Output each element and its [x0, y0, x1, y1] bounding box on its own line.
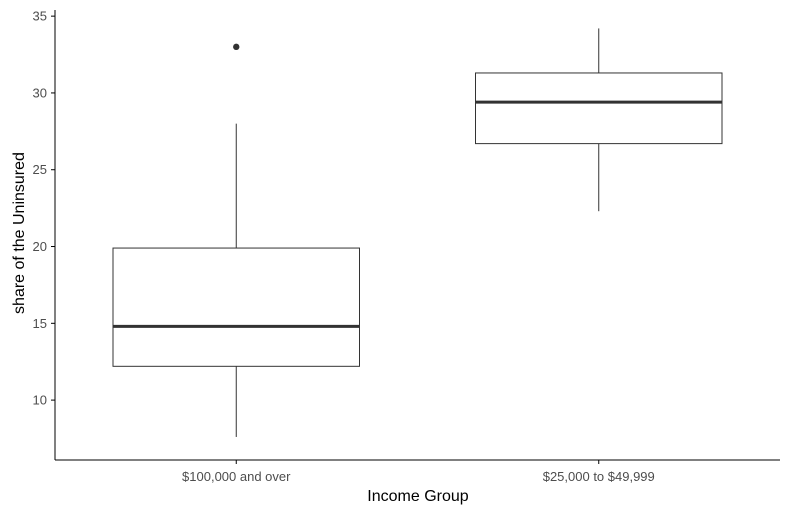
- box-iqr: [475, 72, 723, 145]
- y-tick-label: 30: [33, 85, 47, 100]
- y-tick-label: 35: [33, 9, 47, 24]
- y-tick-label: 10: [33, 393, 47, 408]
- x-tick-label: $100,000 and over: [182, 469, 291, 484]
- plot-area: [112, 28, 723, 437]
- outlier-point: [233, 43, 240, 51]
- x-tick-label: $25,000 to $49,999: [543, 469, 655, 484]
- box-group-0: [112, 43, 360, 437]
- y-tick-label: 25: [33, 162, 47, 177]
- y-axis-title: share of the Uninsured: [11, 152, 28, 314]
- box-group-1: [475, 28, 723, 212]
- box-iqr: [112, 247, 360, 367]
- y-tick-label: 20: [33, 239, 47, 254]
- x-axis-title: Income Group: [367, 488, 468, 505]
- y-tick-label: 15: [33, 316, 47, 331]
- axes: 10 15 20 25 30 35 $100,000 and over $25,000 to …: [33, 9, 780, 484]
